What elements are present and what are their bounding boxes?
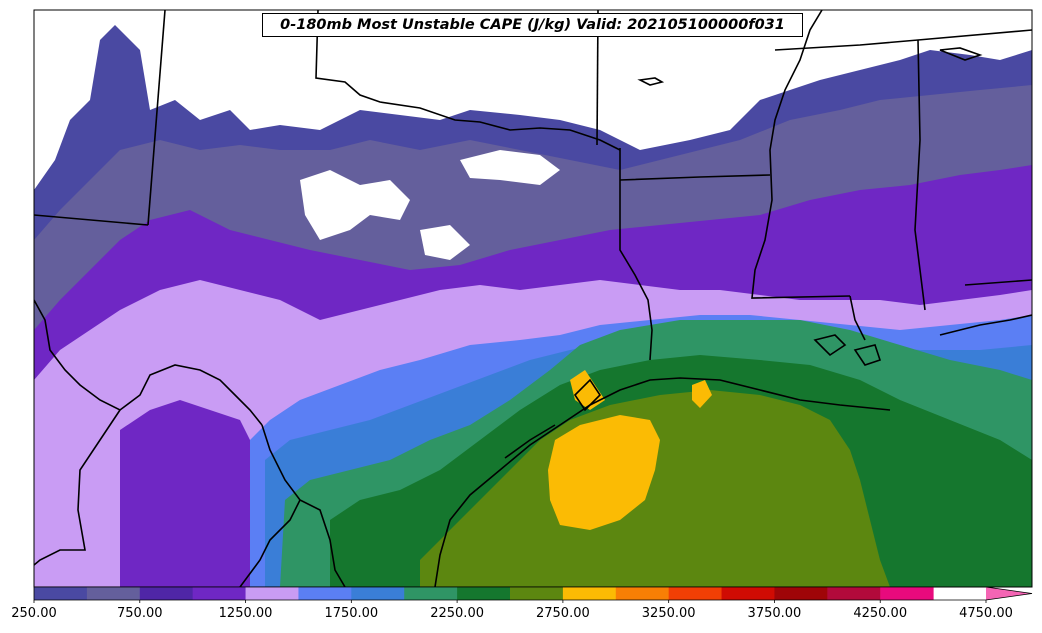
colorbar-tick-label: 1250.00 [218,606,273,621]
colorbar-outline [33,586,1033,601]
border-line [849,295,866,341]
border-line [261,424,346,587]
colorbar-tick-label: 4250.00 [853,606,908,621]
colorbar-tick-label: 3750.00 [747,606,802,621]
coastline [853,344,882,366]
border-line [239,499,301,587]
cape-band-olive [420,390,890,587]
border-line [774,29,1032,51]
border-line [619,174,771,181]
border-line [964,279,1032,286]
coastline [637,77,665,86]
colorbar-segment [192,587,247,600]
coastline [434,377,891,587]
colorbar-segment [562,587,617,600]
border-line [147,10,166,226]
colorbar-segment [34,587,88,600]
colorbar-segment [245,587,299,600]
colorbar-tick-label: 1750.00 [324,606,379,621]
colorbar-segment [827,587,881,600]
colorbar-tick-label: 250.00 [11,606,57,621]
colorbar-tick-label: 4750.00 [959,606,1013,621]
cape-hole [460,150,560,185]
border-line [914,39,926,311]
border-line [619,148,653,361]
colorbar-segment [510,587,564,600]
coastline [504,424,556,459]
colorbar-segment [880,587,934,600]
map-title: 0-180mb Most Unstable CAPE (J/kg) Valid:… [262,13,803,37]
coastline [573,378,602,412]
cape-band-purple-sw [120,400,270,587]
cape-max-gold [548,415,660,530]
colorbar-segment [668,587,723,600]
colorbar-tick-label: 2750.00 [535,606,590,621]
colorbar-segment [774,587,828,600]
boundaries [34,10,1032,587]
cape-fill-field [34,10,1032,587]
colorbar [33,586,1033,603]
coastline [939,314,1032,336]
colorbar-segment [351,587,405,600]
cape-hole [420,225,470,260]
cape-hole [300,170,410,240]
colorbar-tick-label: 3250.00 [641,606,696,621]
colorbar-segment [298,587,352,600]
coastline [813,334,847,357]
colorbar-segment [139,587,194,600]
colorbar-segment [457,587,511,600]
colorbar-tick-label: 750.00 [117,606,163,621]
border-line [34,214,149,226]
border-line [315,10,621,151]
cape-max-gold-small [692,380,712,408]
border-line [751,10,851,299]
colorbar-extend-arrow [986,587,1032,600]
colorbar-segment [615,587,670,600]
colorbar-tick-label: 2250.00 [430,606,484,621]
coastline [939,47,983,61]
colorbar-segment [86,587,141,600]
coastline [34,299,263,426]
colorbar-segment [721,587,775,600]
border-line [34,409,121,566]
colorbar-segment [404,587,458,600]
